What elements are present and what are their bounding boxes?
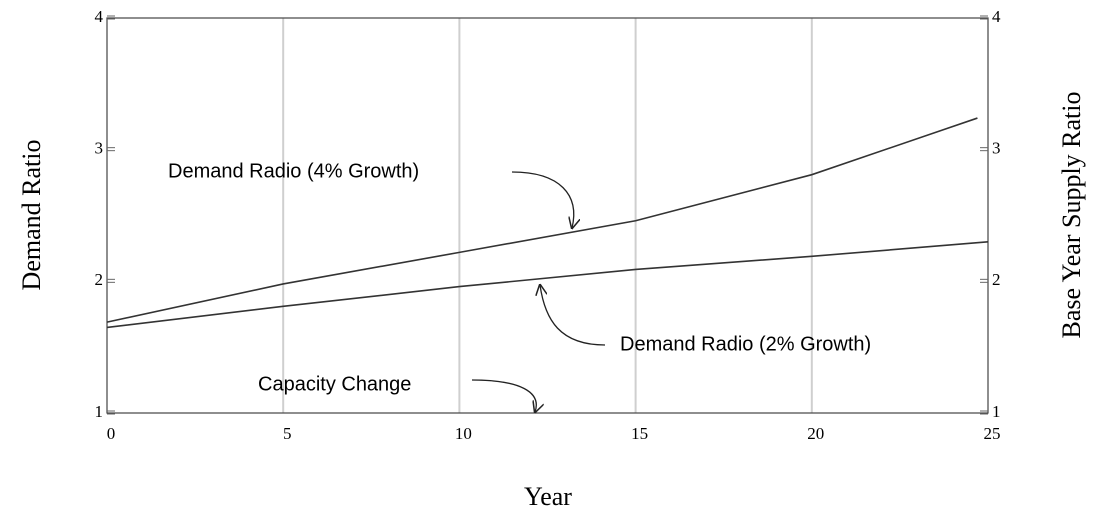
annotation: Demand Radio (2% Growth): [620, 333, 871, 355]
y2-tick-label: 3: [992, 139, 1001, 158]
plot-frame: [106, 17, 989, 414]
annotation-arrow: [540, 285, 606, 346]
y-tick-label: 4: [95, 7, 104, 26]
y2-tick-label: 1: [992, 402, 1001, 421]
y2-tick-label: 2: [992, 270, 1001, 289]
grid: [282, 18, 813, 413]
x-axis-label: Year: [524, 482, 572, 511]
data-line: [106, 241, 989, 329]
y2-tick-label: 4: [992, 7, 1001, 26]
y-axis-label: Demand Ratio: [17, 140, 46, 291]
x-tick-label: 20: [807, 424, 824, 443]
x-tick-label: 15: [631, 424, 648, 443]
y-tick-label: 2: [95, 270, 104, 289]
y-tick-label: 3: [95, 139, 104, 158]
data-line: [106, 117, 978, 323]
x-tick-label: 25: [984, 424, 1001, 443]
x-tick-label: 5: [283, 424, 292, 443]
annotation: Demand Radio (4% Growth): [168, 160, 419, 182]
annotation-arrow: [471, 379, 536, 412]
y-tick-label: 1: [95, 402, 104, 421]
x-tick-label: 0: [107, 424, 116, 443]
annotation-arrow: [511, 171, 574, 228]
lines: [106, 117, 989, 329]
x-tick-label: 10: [455, 424, 472, 443]
annotation: Capacity Change: [258, 373, 411, 395]
y2-axis-label: Base Year Supply Ratio: [1057, 92, 1086, 339]
